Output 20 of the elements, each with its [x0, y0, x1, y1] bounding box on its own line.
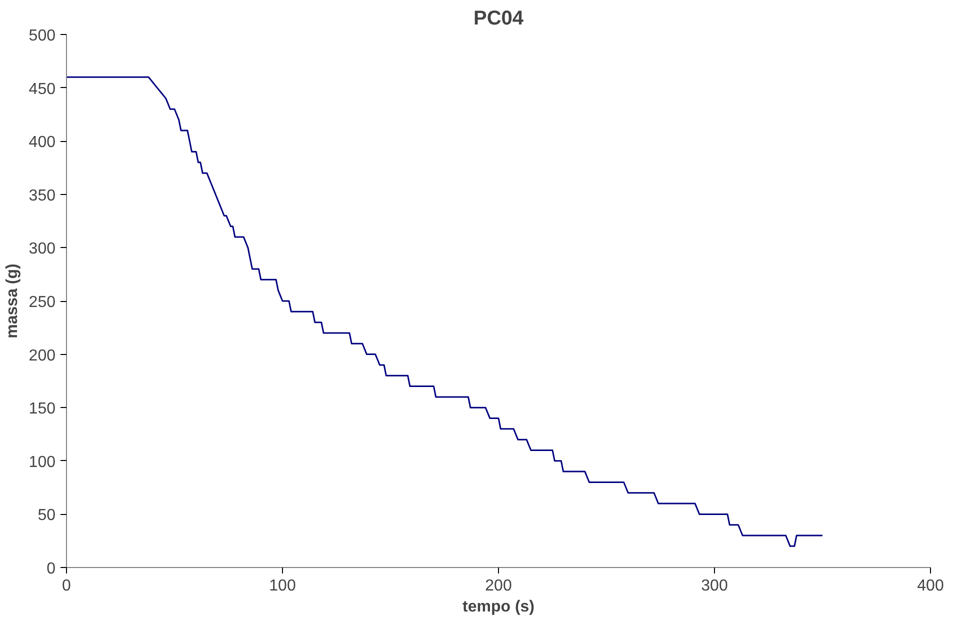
y-axis-title: massa (g) [4, 264, 21, 338]
y-tick-label: 250 [28, 294, 56, 311]
x-tick-label: 0 [62, 578, 72, 594]
x-tick-label: 100 [269, 578, 296, 594]
x-axis-title: tempo (s) [462, 598, 534, 616]
y-tick-label: 350 [28, 187, 56, 204]
x-tick-label: 400 [917, 578, 944, 594]
y-tick-label: 400 [28, 134, 56, 152]
y-tick-label: 300 [28, 240, 56, 258]
chart-title: PC04 [473, 8, 524, 30]
y-tick-label: 150 [28, 400, 56, 418]
x-tick-label: 200 [485, 578, 512, 594]
y-tick-label: 200 [28, 347, 56, 364]
line-series [66, 76, 824, 547]
x-tick-label: 300 [701, 578, 728, 594]
y-tick-label: 0 [46, 560, 56, 578]
y-tick-label: 450 [28, 80, 56, 98]
y-tick-label: 100 [28, 454, 56, 471]
y-tick-label: 50 [38, 507, 56, 524]
y-tick-label: 500 [28, 28, 56, 44]
